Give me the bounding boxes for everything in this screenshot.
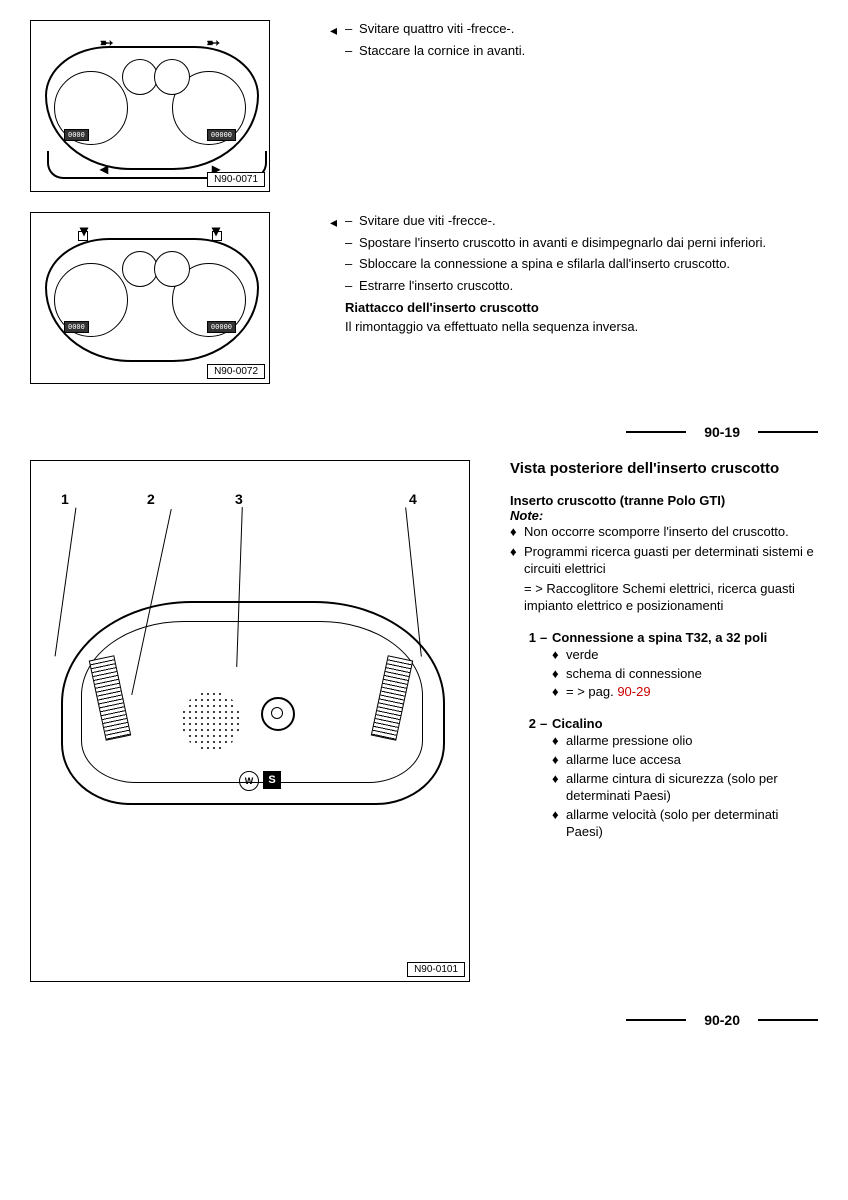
item-title: Connessione a spina T32, a 32 poli — [552, 629, 767, 647]
figure-label: N90-0071 — [207, 172, 265, 187]
sub-heading: Inserto cruscotto (tranne Polo GTI) — [510, 493, 818, 508]
note-tail: = > Raccoglitore Schemi elettrici, ricer… — [524, 580, 818, 615]
step-text: Staccare la cornice in avanti. — [359, 42, 525, 60]
callout-3: 3 — [235, 491, 243, 507]
figure-1: 0000 00000 ➸ ➸ ◂ ▸ N90-0071 — [30, 20, 270, 192]
callout-1: 1 — [61, 491, 69, 507]
step-section-1: 0000 00000 ➸ ➸ ◂ ▸ N90-0071 ◂ –Svitare q… — [30, 20, 818, 192]
callout-4: 4 — [409, 491, 417, 507]
page-number: 90-19 — [704, 424, 740, 440]
section-title: Vista posteriore dell'inserto cruscotto — [510, 460, 818, 477]
step-section-2: 0000 00000 ▾ ▾ N90-0072 ◂ –Svitare due v… — [30, 212, 818, 384]
page-ref: 90-29 — [617, 684, 650, 699]
note-text: Non occorre scomporre l'inserto del crus… — [524, 523, 789, 541]
right-column: Vista posteriore dell'inserto cruscotto … — [510, 460, 818, 842]
sub-text: schema di connessione — [566, 665, 702, 683]
item-title: Cicalino — [552, 715, 603, 733]
figure-3: 1 2 3 4 W S N90-0101 — [30, 460, 470, 982]
sub-text: = > pag. — [566, 684, 617, 699]
lower-section: 1 2 3 4 W S N90-0101 Vista posterior — [30, 460, 818, 982]
step-text: Svitare quattro viti -frecce-. — [359, 20, 514, 38]
sub-text: allarme pressione olio — [566, 732, 692, 750]
figure-2: 0000 00000 ▾ ▾ N90-0072 — [30, 212, 270, 384]
sub-text: verde — [566, 646, 599, 664]
figure-label: N90-0101 — [407, 962, 465, 977]
figure-label: N90-0072 — [207, 364, 265, 379]
pointer-icon: ◂ — [330, 22, 337, 39]
step-text: Spostare l'inserto cruscotto in avanti e… — [359, 234, 766, 252]
step-text: Estrarre l'inserto cruscotto. — [359, 277, 513, 295]
item-2: 2 – Cicalino ♦allarme pressione olio ♦al… — [510, 715, 818, 841]
callout-2: 2 — [147, 491, 155, 507]
subheading: Riattacco dell'inserto cruscotto — [345, 300, 818, 315]
sub-text: allarme cintura di sicurezza (solo per d… — [566, 770, 818, 805]
note-label: Note: — [510, 508, 818, 523]
page-number: 90-20 — [704, 1012, 740, 1028]
pointer-icon: ◂ — [330, 214, 337, 231]
paragraph: Il rimontaggio va effettuato nella seque… — [345, 319, 818, 334]
page-number-row: 90-20 — [30, 1012, 818, 1028]
text-column: –Svitare due viti -frecce-. –Spostare l'… — [345, 212, 818, 334]
text-column: –Svitare quattro viti -frecce-. –Staccar… — [345, 20, 818, 63]
sub-text: allarme luce accesa — [566, 751, 681, 769]
step-text: Sbloccare la connessione a spina e sfila… — [359, 255, 730, 273]
note-text: Programmi ricerca guasti per determinati… — [524, 543, 818, 578]
item-1: 1 – Connessione a spina T32, a 32 poli ♦… — [510, 629, 818, 701]
step-text: Svitare due viti -frecce-. — [359, 212, 496, 230]
page-number-row: 90-19 — [30, 424, 818, 440]
sub-text: allarme velocità (solo per determinati P… — [566, 806, 818, 841]
